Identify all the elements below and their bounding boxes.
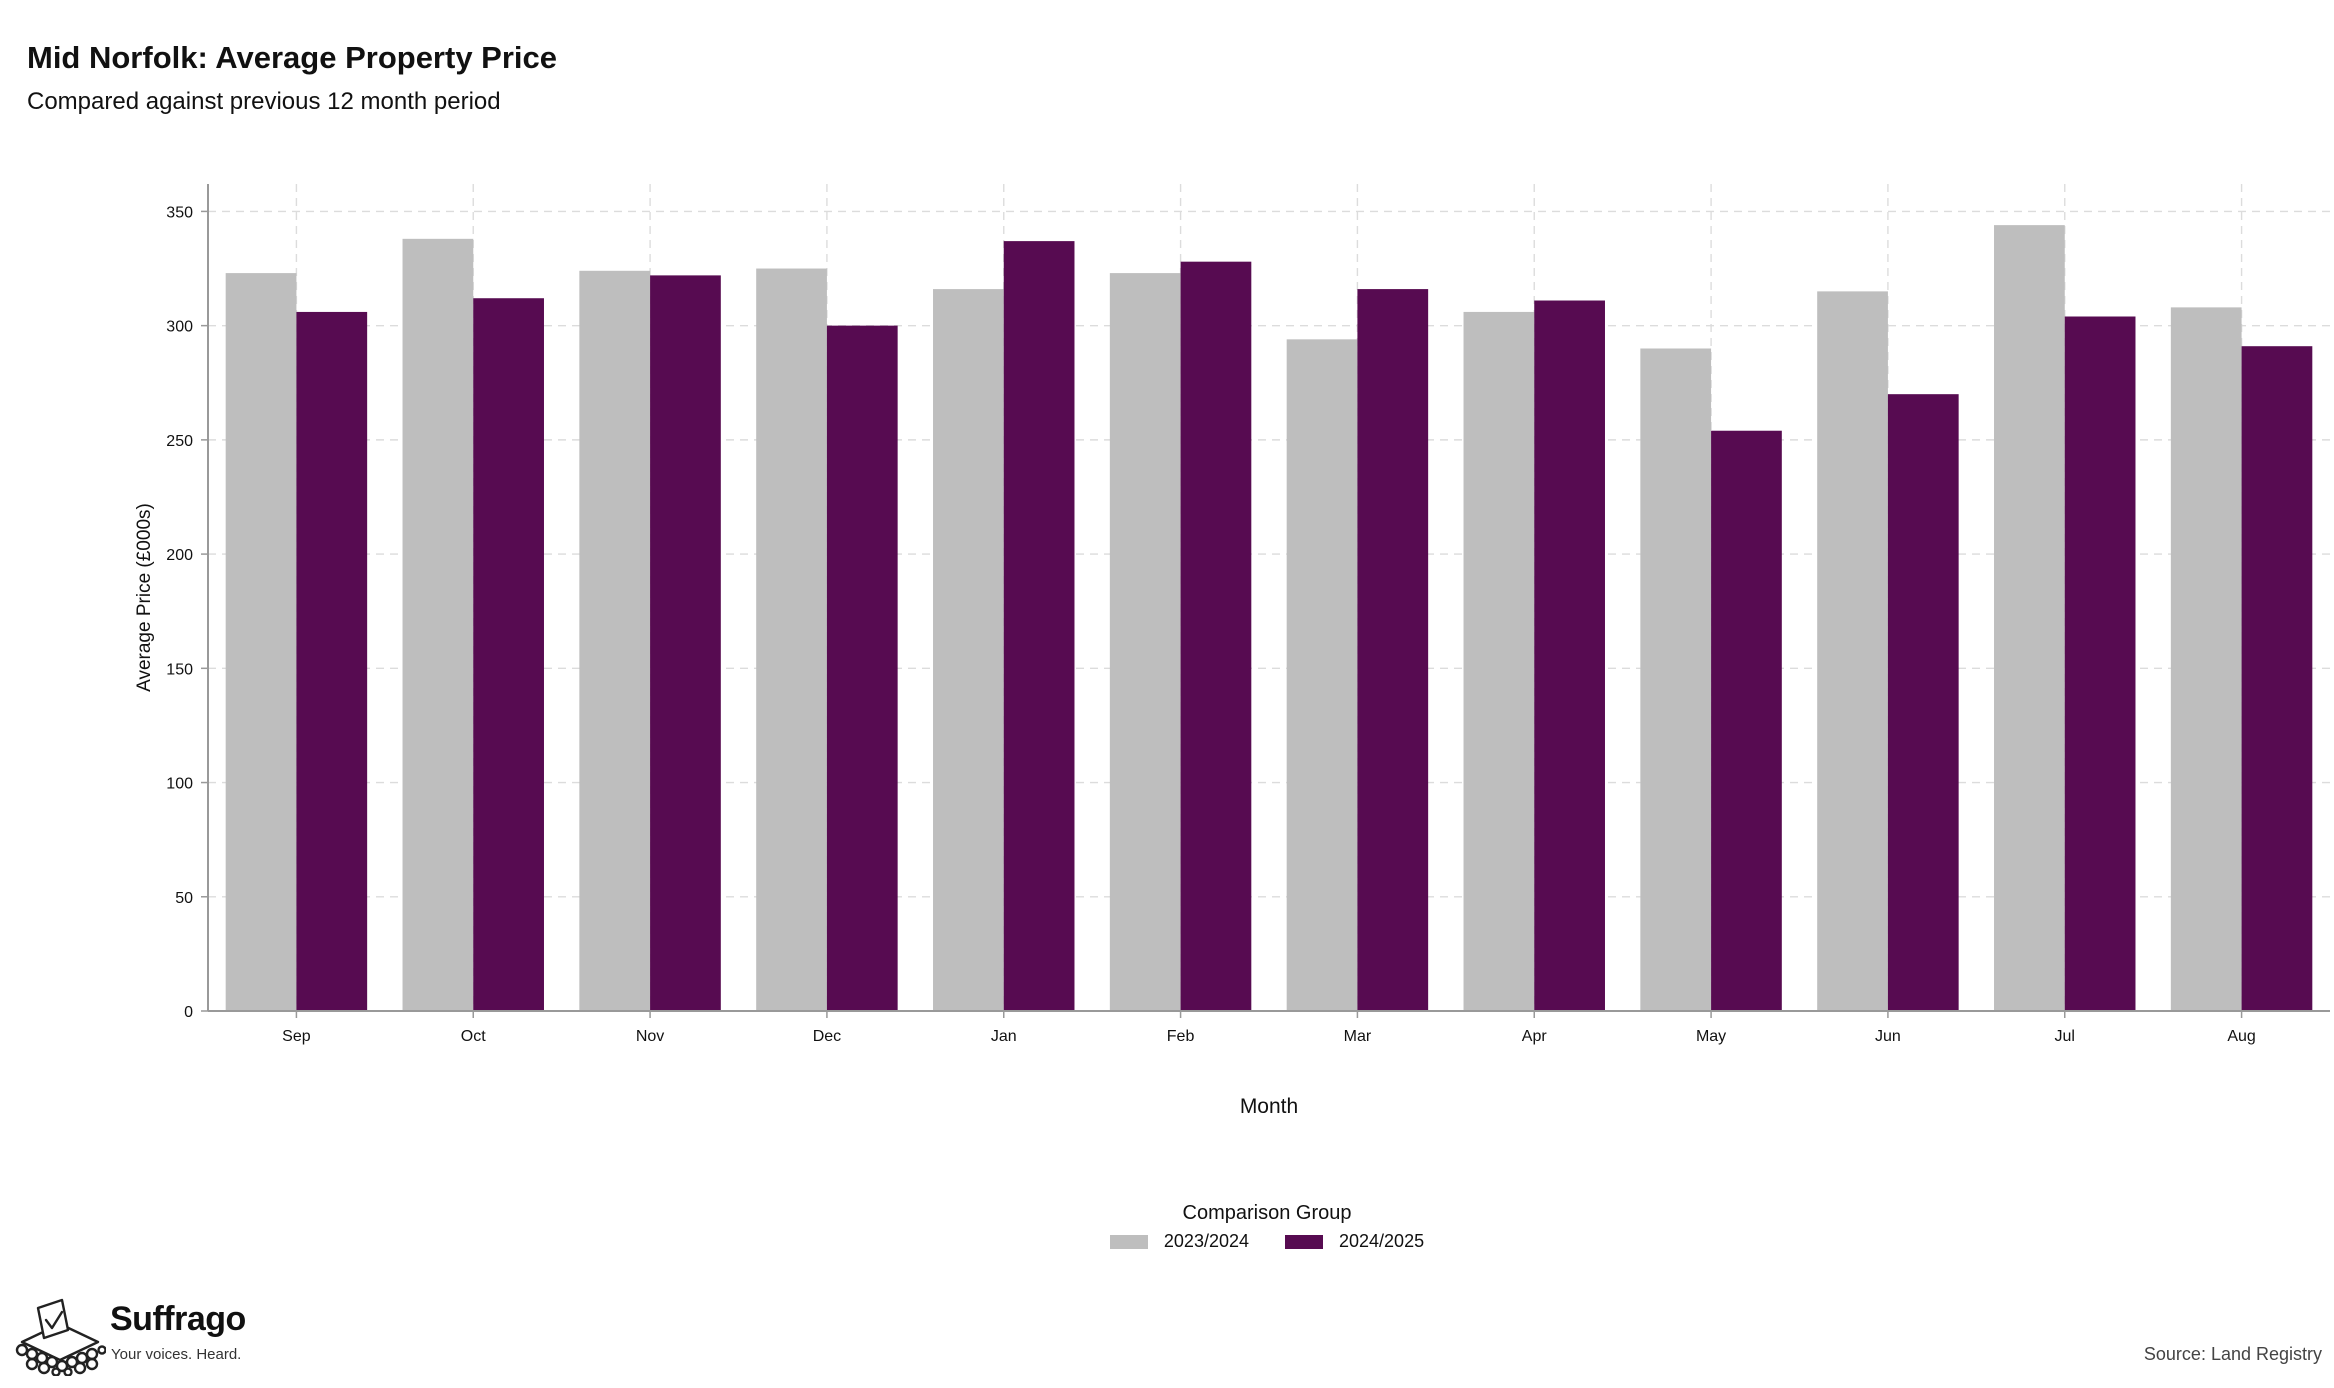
- bar-2-apr: [1534, 300, 1605, 1011]
- x-tick-label: Jan: [991, 1028, 1017, 1045]
- y-tick-label: 150: [166, 661, 193, 678]
- bar-2-dec: [826, 325, 898, 1011]
- x-tick-label: Nov: [636, 1028, 664, 1045]
- legend-swatch-series-2: [1285, 1234, 1323, 1249]
- bar-1-apr: [1463, 311, 1535, 1011]
- x-axis-title: Month: [1240, 1095, 1298, 1118]
- bar-1-sep: [225, 273, 297, 1011]
- chart-subtitle: Compared against previous 12 month perio…: [27, 88, 501, 115]
- legend-swatch-series-1: [1109, 1234, 1148, 1249]
- legend-title: Comparison Group: [1182, 1202, 1352, 1224]
- bar-1-mar: [1286, 339, 1358, 1012]
- y-tick-label: 350: [166, 204, 193, 221]
- x-tick-label: Jul: [2055, 1028, 2075, 1045]
- legend: Comparison Group 2023/2024 2024/2025: [0, 1202, 2334, 1254]
- chart-title: Mid Norfolk: Average Property Price: [27, 40, 558, 75]
- bar-2-may: [1711, 430, 1782, 1012]
- bar-2-jun: [1887, 394, 1959, 1012]
- bar-1-jan: [933, 289, 1004, 1012]
- brand-name: Suffrago: [110, 1300, 246, 1338]
- x-tick-label: Mar: [1344, 1028, 1372, 1045]
- bar-2-sep: [296, 311, 368, 1011]
- y-tick-label: 200: [166, 547, 193, 564]
- x-tick-label: Dec: [813, 1028, 841, 1045]
- legend-item-series-2: 2024/2025: [1285, 1231, 1424, 1252]
- legend-items: 2023/2024 2024/2025: [1109, 1231, 1424, 1252]
- bar-2-nov: [650, 275, 721, 1011]
- y-tick-label: 250: [166, 433, 193, 450]
- bar-2-jan: [1003, 241, 1075, 1011]
- bar-1-aug: [2170, 307, 2242, 1012]
- source-note: Source: Land Registry: [2143, 1344, 2322, 1364]
- x-tick-label: May: [1696, 1028, 1726, 1045]
- x-tick-label: Feb: [1167, 1028, 1195, 1045]
- bar-2-jul: [2064, 316, 2136, 1011]
- y-tick-label: 50: [175, 890, 193, 907]
- x-tick-label: Oct: [461, 1028, 486, 1045]
- y-tick-label: 0: [184, 1004, 193, 1021]
- bar-1-dec: [756, 268, 827, 1012]
- y-axis-title: Average Price (£000s): [134, 503, 155, 692]
- bar-2-oct: [473, 298, 544, 1011]
- x-tick-label: Sep: [282, 1028, 311, 1045]
- y-tick-label: 300: [166, 319, 193, 336]
- x-tick-label: Jun: [1875, 1028, 1901, 1045]
- bar-1-feb: [1109, 273, 1181, 1011]
- bar-1-jun: [1817, 291, 1888, 1011]
- bar-2-mar: [1357, 289, 1429, 1012]
- legend-item-series-1: 2023/2024: [1109, 1231, 1249, 1252]
- legend-label-series-2: 2024/2025: [1339, 1231, 1425, 1251]
- bar-1-nov: [579, 270, 651, 1012]
- bar-1-jul: [1994, 225, 2065, 1011]
- x-tick-label: Apr: [1522, 1028, 1548, 1045]
- ballot-box-icon: [15, 1298, 106, 1376]
- bar-2-feb: [1180, 261, 1252, 1011]
- legend-label-series-1: 2023/2024: [1163, 1231, 1249, 1251]
- bar-1-may: [1640, 348, 1712, 1011]
- x-tick-label: Aug: [2227, 1028, 2255, 1045]
- bar-1-oct: [402, 238, 474, 1011]
- brand-tagline: Your voices. Heard.: [111, 1346, 242, 1363]
- y-tick-label: 100: [166, 776, 193, 793]
- bar-chart: 0 50 100 150 200 250 300 350 Sep Oct Nov Dec Jan Feb M…: [134, 184, 2330, 1118]
- bar-2-aug: [2241, 346, 2313, 1011]
- suffrago-logo: Suffrago Your voices. Heard.: [14, 1296, 264, 1376]
